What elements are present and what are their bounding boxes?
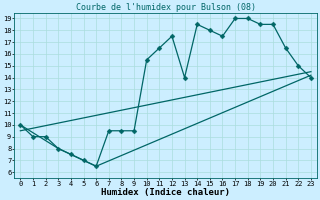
X-axis label: Humidex (Indice chaleur): Humidex (Indice chaleur) (101, 188, 230, 197)
Title: Courbe de l'humidex pour Bulson (08): Courbe de l'humidex pour Bulson (08) (76, 3, 256, 12)
